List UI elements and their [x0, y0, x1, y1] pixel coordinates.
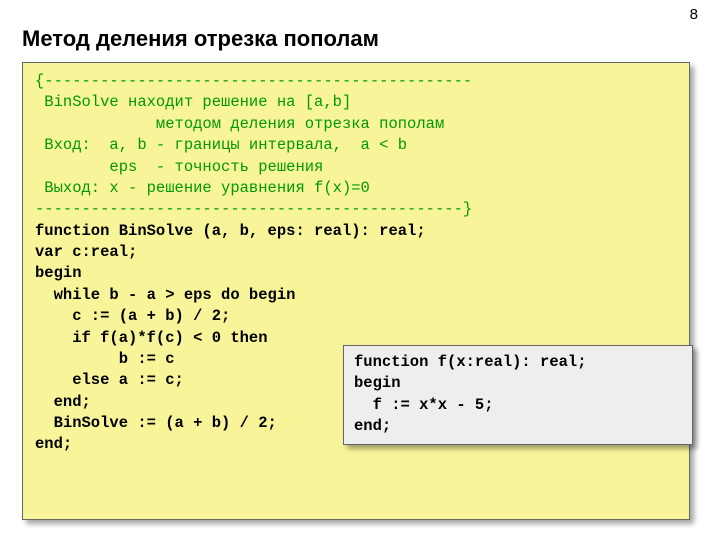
- slide-title: Метод деления отрезка пополам: [22, 26, 379, 52]
- inset-text: function f(x:real): real; begin f := x*x…: [354, 352, 682, 438]
- comment-line: Вход: a, b - границы интервала, a < b: [35, 136, 407, 154]
- comment-line: Выход: x - решение уравнения f(x)=0: [35, 179, 370, 197]
- page-number: 8: [690, 6, 698, 23]
- inset-code-block: function f(x:real): real; begin f := x*x…: [343, 345, 693, 445]
- comment-line: {---------------------------------------…: [35, 72, 472, 90]
- inset-line: begin: [354, 374, 401, 392]
- code-line: var c:real;: [35, 243, 137, 261]
- comment-line: eps - точность решения: [35, 158, 323, 176]
- comment-line: BinSolve находит решение на [a,b]: [35, 93, 351, 111]
- inset-line: end;: [354, 417, 391, 435]
- code-line: begin: [35, 264, 82, 282]
- code-line: while b - a > eps do begin: [35, 286, 295, 304]
- comment-line: методом деления отрезка пополам: [35, 115, 444, 133]
- code-line: b := c: [35, 350, 175, 368]
- inset-line: f := x*x - 5;: [354, 396, 494, 414]
- comment-line: ----------------------------------------…: [35, 200, 472, 218]
- code-line: BinSolve := (a + b) / 2;: [35, 414, 277, 432]
- main-code-block: {---------------------------------------…: [22, 62, 690, 520]
- code-line: if f(a)*f(c) < 0 then: [35, 329, 268, 347]
- code-line: c := (a + b) / 2;: [35, 307, 230, 325]
- code-line: end;: [35, 435, 72, 453]
- code-line: else a := c;: [35, 371, 184, 389]
- inset-line: function f(x:real): real;: [354, 353, 587, 371]
- code-line: end;: [35, 393, 91, 411]
- code-line: function BinSolve (a, b, eps: real): rea…: [35, 222, 426, 240]
